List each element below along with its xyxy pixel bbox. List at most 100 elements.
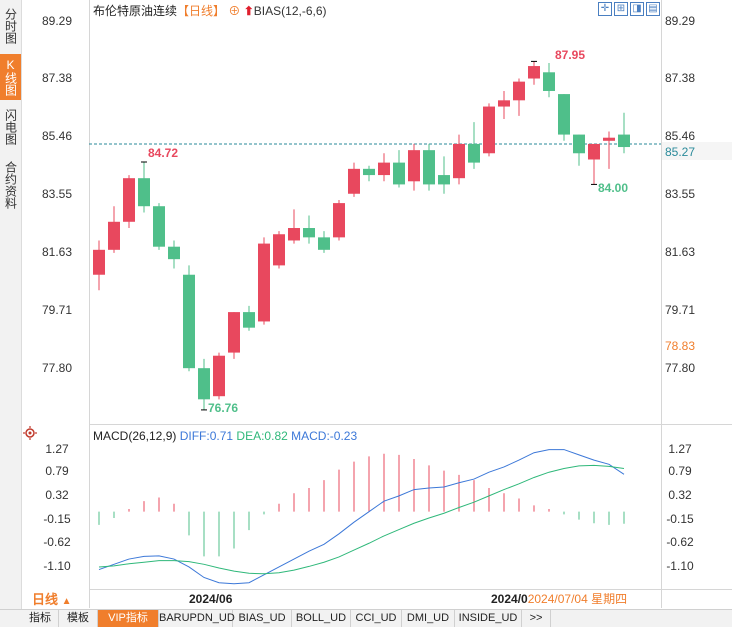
low-price-label: 76.76 (208, 401, 238, 415)
macd-tick: -0.62 (666, 535, 694, 549)
price-annotations: 87.95 76.76 84.72 84.00 (148, 48, 628, 415)
xaxis-cursor-date: 2024/02024/07/04 星期四 (491, 591, 627, 608)
chart-toolbar: ✛ ⊞ ◨ ▤ (598, 2, 664, 18)
candle-body (363, 168, 375, 176)
candle-body (123, 178, 135, 222)
candle-body (183, 274, 195, 369)
macd-dea-line (98, 464, 625, 575)
price-tick: 79.71 (665, 303, 695, 317)
chart-header: 布伦特原油连续【日线】 ⊕ ⬆BIAS(12,-6,6) (93, 3, 327, 19)
macd-title: MACD(26,12,9) (93, 429, 177, 443)
tab-inside[interactable]: INSIDE_UD (455, 610, 522, 627)
candle-body (198, 368, 210, 400)
xaxis-label-july: 2024/0 (491, 592, 528, 606)
price-tick: 81.63 (42, 245, 72, 259)
price-tick: 87.38 (665, 71, 695, 85)
instrument-name: 布伦特原油连续 (93, 4, 178, 18)
macd-tick: 0.79 (45, 464, 69, 478)
macd-hist-value: MACD:-0.23 (291, 429, 358, 443)
candle-body (603, 137, 615, 141)
current-price-box (662, 142, 732, 160)
macd-series (98, 449, 625, 585)
settings-circle-icon[interactable]: ⊕ (228, 4, 241, 18)
indicator-arrow-icon[interactable]: ⬆ (243, 4, 254, 18)
period-selector-label: 日线 (32, 592, 59, 607)
candle-body (453, 143, 465, 179)
price-tick: 89.29 (42, 14, 72, 28)
xaxis-label-june: 2024/06 (189, 592, 233, 606)
macd-tick: 0.32 (668, 488, 692, 502)
cursor-date-label: 2024/07/04 星期四 (527, 592, 628, 606)
tab-more[interactable]: >> (522, 610, 551, 627)
tab-timeshare[interactable]: 分时图 (3, 8, 18, 44)
macd-tick: 0.79 (668, 464, 692, 478)
macd-tick: 1.27 (668, 442, 692, 456)
recent-low-price-label: 84.00 (598, 181, 628, 195)
price-tick: 81.63 (665, 245, 695, 259)
price-tick: 77.80 (665, 361, 695, 375)
candle-body (438, 175, 450, 185)
tab-vip-indicators[interactable]: VIP指标 (98, 610, 159, 627)
candle-body (513, 81, 525, 101)
zoom-in-icon[interactable]: ◨ (630, 2, 644, 16)
price-tick: 87.38 (42, 71, 72, 85)
price-tick: 85.46 (42, 129, 72, 143)
price-tick: 89.29 (665, 14, 695, 28)
left-high-price-label: 84.72 (148, 146, 178, 160)
tab-kline[interactable]: K线图 (0, 54, 21, 100)
tab-boll[interactable]: BOLL_UD (292, 610, 351, 627)
current-price-label: 85.27 (665, 145, 695, 159)
tab-indicators[interactable]: 指标 (22, 610, 59, 627)
tab-bias[interactable]: BIAS_UD (233, 610, 292, 627)
candle-body (243, 312, 255, 328)
candle-body (483, 106, 495, 154)
crosshair-icon[interactable]: ✛ (598, 2, 612, 16)
candle-body (468, 143, 480, 163)
candle-body (378, 162, 390, 176)
macd-tick: -1.10 (666, 559, 694, 573)
candle-body (93, 249, 105, 275)
macd-diff-line (98, 449, 625, 585)
tab-templates[interactable]: 模板 (59, 610, 98, 627)
candle-body (573, 134, 585, 154)
price-axis: 89.29 89.29 87.38 87.38 85.46 85.46 83.5… (42, 14, 732, 375)
period-label[interactable]: 【日线】 (177, 4, 226, 18)
tab-cci[interactable]: CCI_UD (351, 610, 402, 627)
candle-body (333, 203, 345, 238)
macd-tick: -0.15 (666, 512, 694, 526)
candle-body (273, 234, 285, 266)
period-selector[interactable]: 日线 ▲ (22, 591, 88, 608)
candle-body (618, 134, 630, 148)
macd-tick: -1.10 (43, 559, 71, 573)
candle-body (213, 355, 225, 397)
zoom-fit-icon[interactable]: ⊞ (614, 2, 628, 16)
candle-body (528, 66, 540, 79)
candle-body (348, 168, 360, 194)
indicator-name[interactable]: BIAS(12,-6,6) (253, 4, 327, 18)
candle-body (393, 162, 405, 185)
candle-body (588, 143, 600, 160)
candle-body (288, 228, 300, 241)
price-tick: 79.71 (42, 303, 72, 317)
macd-settings-icon[interactable] (23, 426, 37, 440)
tab-dmi[interactable]: DMI_UD (402, 610, 455, 627)
candle-body (423, 150, 435, 185)
price-tick: 83.55 (665, 187, 695, 201)
macd-header: MACD(26,12,9) DIFF:0.71 DEA:0.82 MACD:-0… (93, 428, 357, 444)
candle-body (153, 206, 165, 247)
marker-price-label: 78.83 (665, 339, 695, 353)
macd-tick: -0.62 (43, 535, 71, 549)
tab-contract-info[interactable]: 合约资料 (3, 161, 18, 209)
candle-body (303, 228, 315, 238)
zoom-out-icon[interactable]: ▤ (646, 2, 660, 16)
price-tick: 85.46 (665, 129, 695, 143)
candle-body (138, 178, 150, 207)
candle-body (498, 100, 510, 107)
caret-up-icon: ▲ (61, 596, 72, 607)
tab-flash-chart[interactable]: 闪电图 (3, 109, 18, 145)
candle-body (168, 246, 180, 260)
macd-dea-value: DEA:0.82 (236, 429, 288, 443)
macd-diff-value: DIFF:0.71 (179, 429, 234, 443)
tab-barupdn[interactable]: BARUPDN_UD (159, 610, 235, 627)
